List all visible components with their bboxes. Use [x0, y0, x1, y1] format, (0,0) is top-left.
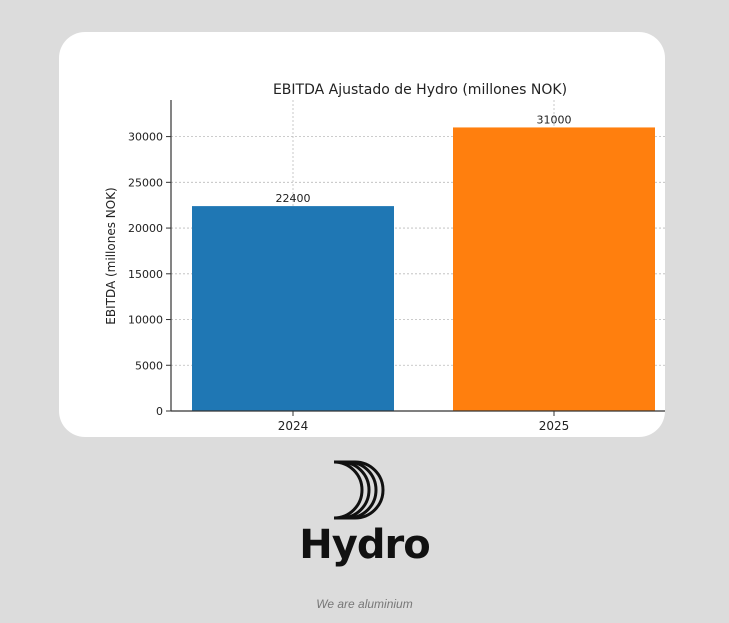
brand-tagline: We are aluminium [316, 597, 413, 611]
y-tick-label: 10000 [128, 314, 163, 327]
y-tick-label: 25000 [128, 176, 163, 189]
bar-chart: 0 5000 10000 15000 20000 25000 30000 2024 2025 2… [104, 82, 665, 433]
y-tick-label: 30000 [128, 131, 163, 144]
hydro-crescent-icon [333, 460, 385, 520]
y-tick-label: 15000 [128, 268, 163, 281]
bars [192, 127, 655, 412]
x-tick-label: 2024 [278, 419, 309, 433]
data-label: 22400 [276, 192, 311, 205]
y-axis-label: EBITDA (millones NOK) [104, 187, 118, 324]
brand-name: Hydro [299, 522, 430, 568]
y-tick-label: 0 [156, 405, 163, 418]
x-tick-label: 2025 [539, 419, 570, 433]
axes [170, 100, 665, 412]
data-label: 31000 [537, 113, 572, 126]
chart-title: EBITDA Ajustado de Hydro (millones NOK) [273, 82, 567, 98]
ticks: 0 5000 10000 15000 20000 25000 30000 2024 2025 [128, 131, 569, 433]
bar-2025 [453, 127, 655, 412]
chart-card: 0 5000 10000 15000 20000 25000 30000 2024 2025 2… [59, 32, 665, 437]
y-tick-label: 5000 [135, 359, 163, 372]
data-labels: 22400 31000 [276, 113, 572, 205]
bar-2024 [192, 206, 394, 411]
y-tick-label: 20000 [128, 222, 163, 235]
